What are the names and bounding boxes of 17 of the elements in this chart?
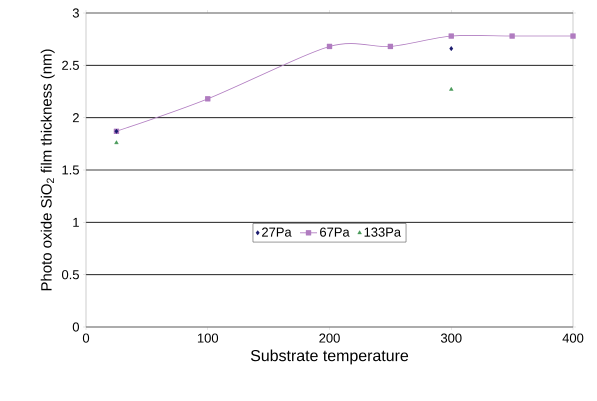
y-axis-title: Photo oxide SiO$_{2}$ film thickness (nm)	[40, 49, 55, 290]
y-tick-label: 0.5	[62, 270, 79, 280]
legend-label: 27Pa	[262, 228, 292, 237]
y-tick-label: 1.5	[62, 165, 79, 175]
y-tick-label: 2	[72, 113, 79, 122]
x-tick-label: 100	[198, 334, 218, 343]
x-axis-title: Substrate temperature	[250, 350, 408, 364]
x-tick-label: 0	[82, 334, 90, 343]
y-tick-label: 3	[72, 8, 79, 18]
x-tick-label: 300	[440, 334, 462, 343]
x-tick-label: 400	[562, 334, 584, 343]
legend-label: 67Pa	[320, 228, 350, 237]
y-tick-label: 1	[73, 218, 79, 227]
y-tick-label: 0	[72, 322, 79, 332]
y-tick-label: 2.5	[62, 60, 79, 70]
x-tick-label: 200	[319, 334, 340, 343]
legend-label: 133Pa	[364, 228, 402, 237]
